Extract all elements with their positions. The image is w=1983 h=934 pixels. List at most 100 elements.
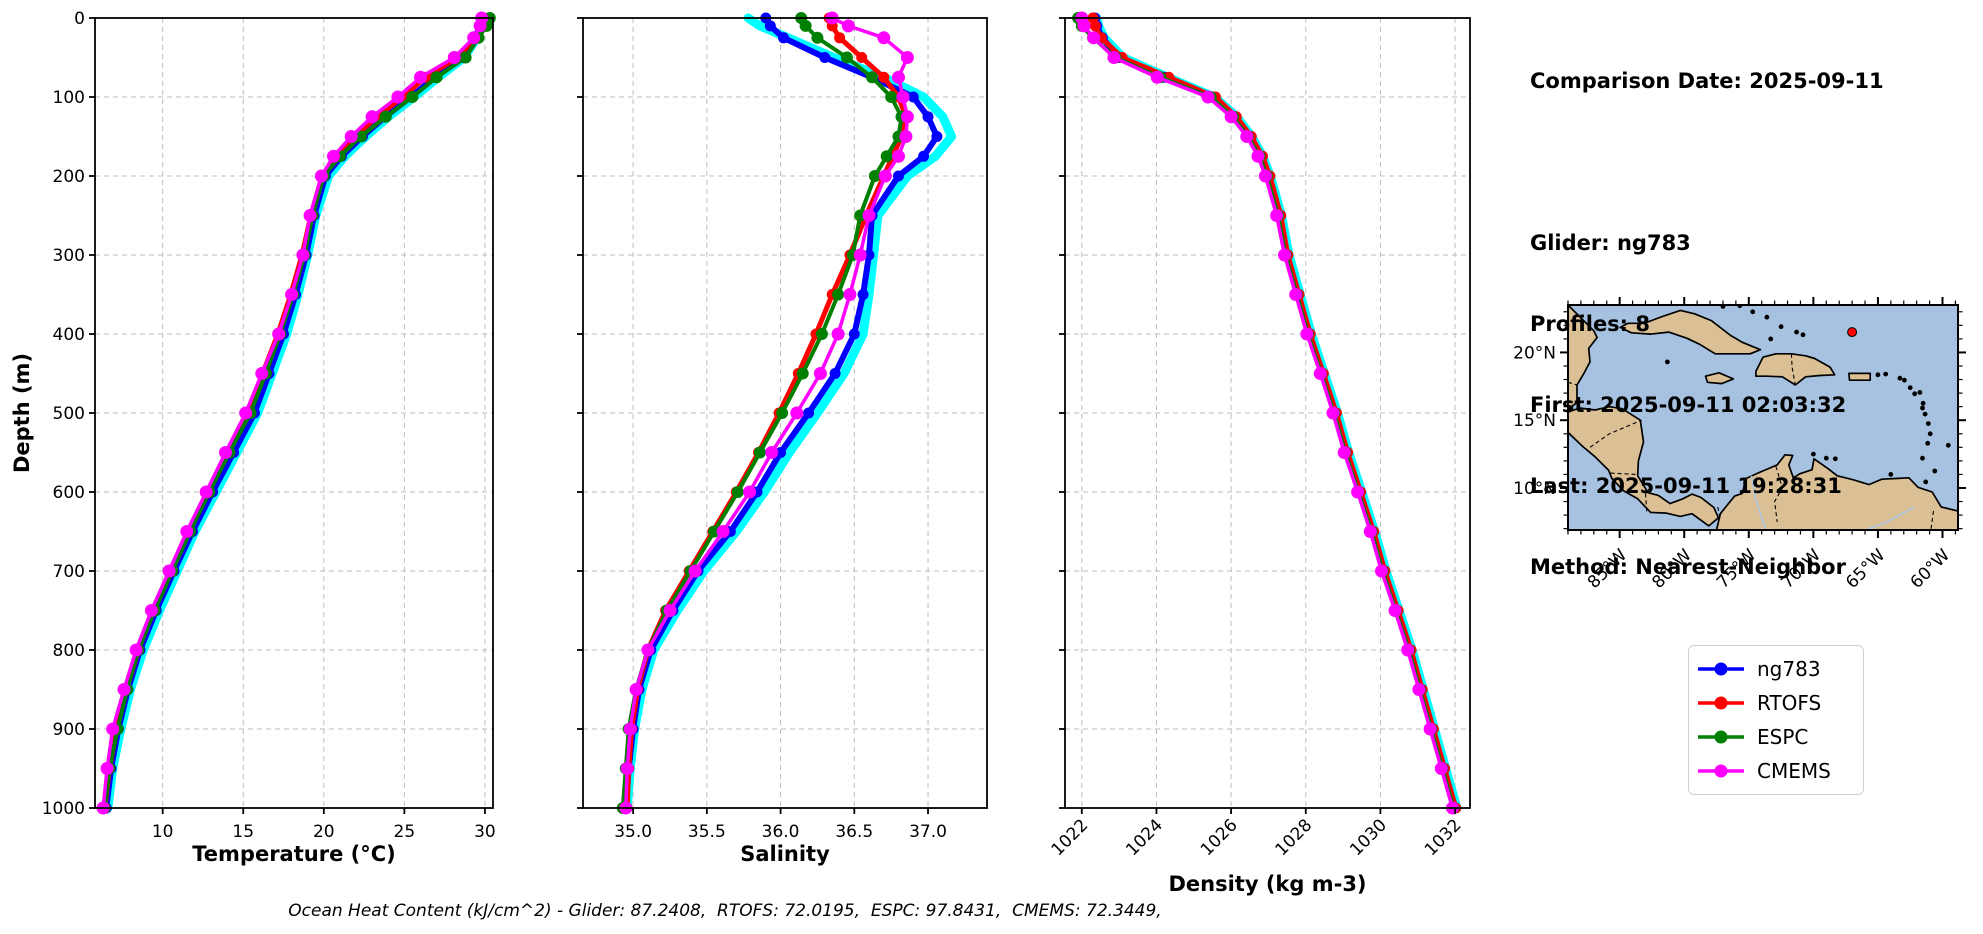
island: [1800, 332, 1806, 338]
marker-CMEMS: [117, 683, 131, 696]
profiles-text: Profiles: 8: [1530, 312, 1651, 336]
legend: ng783 RTOFS ESPC CMEMS: [1688, 645, 1864, 795]
legend-swatch-CMEMS: [1698, 764, 1744, 778]
marker-CMEMS: [391, 90, 405, 104]
island: [1920, 405, 1925, 411]
river: [1864, 506, 1915, 530]
x-tick-label: 1032: [1421, 815, 1466, 860]
marker-ng783: [931, 131, 943, 142]
marker-ESPC: [799, 19, 812, 32]
legend-marker: [1714, 764, 1728, 778]
map-content: [1568, 305, 1958, 530]
y-tick-label: 600: [53, 483, 85, 503]
island: [1925, 421, 1931, 426]
marker-CMEMS: [199, 485, 213, 499]
marker-ng783: [893, 170, 904, 182]
marker-CMEMS: [831, 327, 845, 341]
map-inset: 85°W 80°W 75°W 70°W 65°W 60°W20°N15°N10°N: [1513, 297, 1966, 593]
marker-CMEMS: [841, 19, 855, 33]
map-lon-label: 60°W: [1907, 545, 1954, 592]
marker-CMEMS: [629, 683, 643, 696]
island: [1923, 479, 1929, 485]
marker-CMEMS: [892, 149, 905, 163]
marker-ng783: [829, 368, 841, 379]
marker-ESPC: [832, 288, 845, 301]
island: [1920, 400, 1926, 406]
land-hispaniola: [1755, 352, 1836, 386]
island: [1925, 440, 1931, 446]
country-border: [1589, 419, 1642, 448]
marker-ESPC: [880, 150, 893, 163]
marker-CMEMS: [899, 130, 913, 143]
marker-ng783: [857, 289, 869, 300]
marker-CMEMS: [1278, 248, 1291, 262]
method-text: Method: Nearest-Neighbor: [1530, 555, 1846, 579]
glider-text: Glider: ng783: [1530, 231, 1691, 255]
marker-CMEMS: [1224, 110, 1238, 124]
x-tick-label: 1024: [1122, 815, 1167, 860]
marker-CMEMS: [327, 149, 340, 163]
marker-CMEMS: [790, 406, 804, 420]
marker-CMEMS: [314, 169, 328, 183]
island: [1665, 359, 1670, 365]
marker-CMEMS: [100, 762, 114, 775]
marker-CMEMS: [900, 51, 914, 64]
marker-CMEMS: [1412, 683, 1426, 696]
land-jamaica: [1704, 371, 1735, 385]
island: [1883, 371, 1889, 377]
marker-CMEMS: [892, 70, 905, 84]
marker-CMEMS: [716, 525, 730, 538]
legend-swatch-ng783: [1698, 662, 1744, 676]
marker-ESPC: [885, 91, 898, 103]
island: [1897, 375, 1903, 381]
marker-CMEMS: [1388, 604, 1402, 617]
x-axis-label-salinity: Salinity: [740, 842, 830, 866]
island: [1912, 391, 1918, 397]
marker-ng783: [922, 111, 934, 123]
island: [1922, 411, 1928, 417]
marker-ESPC: [815, 328, 828, 340]
country-border: [1774, 466, 1783, 522]
x-tick-label: 35.0: [614, 822, 652, 842]
glider-position-marker: [1847, 327, 1858, 338]
y-tick-label: 100: [53, 88, 85, 108]
marker-CMEMS: [1107, 51, 1121, 64]
marker-CMEMS: [1423, 722, 1437, 736]
marker-ESPC: [840, 51, 853, 64]
marker-ESPC: [354, 130, 367, 143]
marker-CMEMS: [180, 525, 194, 538]
marker-ESPC: [776, 407, 789, 419]
marker-ESPC: [731, 486, 744, 498]
marker-ng783: [778, 32, 789, 44]
x-tick-label: 1026: [1197, 815, 1242, 860]
marker-CMEMS: [853, 248, 867, 262]
island: [1907, 385, 1913, 391]
legend-marker: [1714, 730, 1728, 744]
panel-salinity-profile: 35.0 35.5 36.0 36.5 37.0: [577, 11, 988, 842]
series-CMEMS: [1080, 16, 1455, 810]
land-south-america: [1715, 453, 1958, 530]
marker-CMEMS: [1401, 643, 1415, 657]
marker-ESPC: [866, 71, 878, 84]
y-axis-label-depth: Depth (m): [10, 352, 34, 474]
legend-marker: [1714, 662, 1728, 676]
country-border: [1930, 510, 1935, 530]
marker-CMEMS: [663, 604, 677, 617]
marker-CMEMS: [1289, 288, 1303, 301]
island: [1920, 455, 1925, 461]
x-tick-label: 25: [394, 822, 416, 842]
marker-CMEMS: [1375, 564, 1388, 578]
legend-label: ng783: [1757, 657, 1821, 681]
last-profile-text: Last: 2025-09-11 19:28:31: [1530, 474, 1842, 498]
x-tick-label: 35.5: [688, 822, 726, 842]
marker-ng783: [803, 407, 815, 419]
marker-CMEMS: [1087, 31, 1101, 45]
x-tick-label: 1030: [1346, 815, 1391, 860]
marker-CMEMS: [1363, 525, 1377, 538]
y-tick-label: 200: [53, 167, 85, 187]
x-tick-label: 15: [232, 822, 254, 842]
river: [1750, 475, 1767, 530]
caption: Ocean Heat Content (kJ/cm^2) - Glider: 8…: [288, 901, 1162, 921]
island: [1750, 309, 1756, 315]
